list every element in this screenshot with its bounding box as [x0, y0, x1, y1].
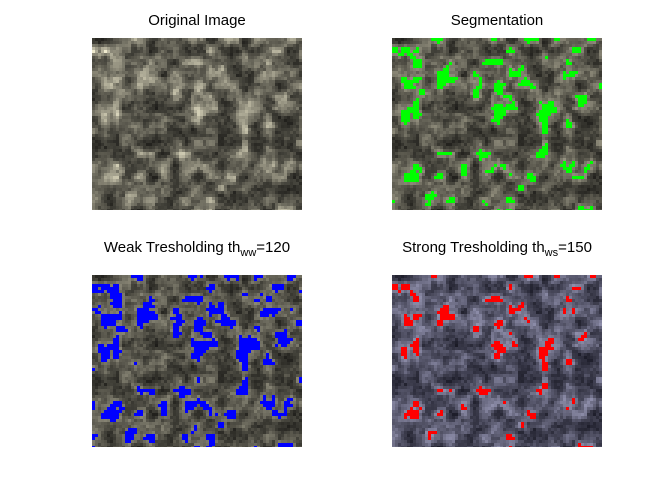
title-original: Original Image: [148, 12, 246, 29]
title-weak-subscript: ww: [240, 247, 257, 259]
title-segmentation: Segmentation: [450, 12, 544, 29]
title-strong-subscript: ws: [544, 247, 559, 259]
title-weak-thresholding: Weak Tresholding thww=120: [72, 239, 322, 259]
original-image: [92, 38, 302, 210]
title-strong-thresholding: Strong Tresholding thws=150: [367, 239, 627, 259]
strong-thresholding-image: [392, 275, 602, 447]
title-strong-prefix: Strong Tresholding th: [402, 239, 545, 256]
title-weak-suffix: =120: [256, 239, 291, 256]
weak-thresholding-image: [92, 275, 302, 447]
segmentation-image: [392, 38, 602, 210]
title-strong-suffix: =150: [558, 239, 592, 256]
title-weak-prefix: Weak Tresholding th: [103, 239, 241, 256]
